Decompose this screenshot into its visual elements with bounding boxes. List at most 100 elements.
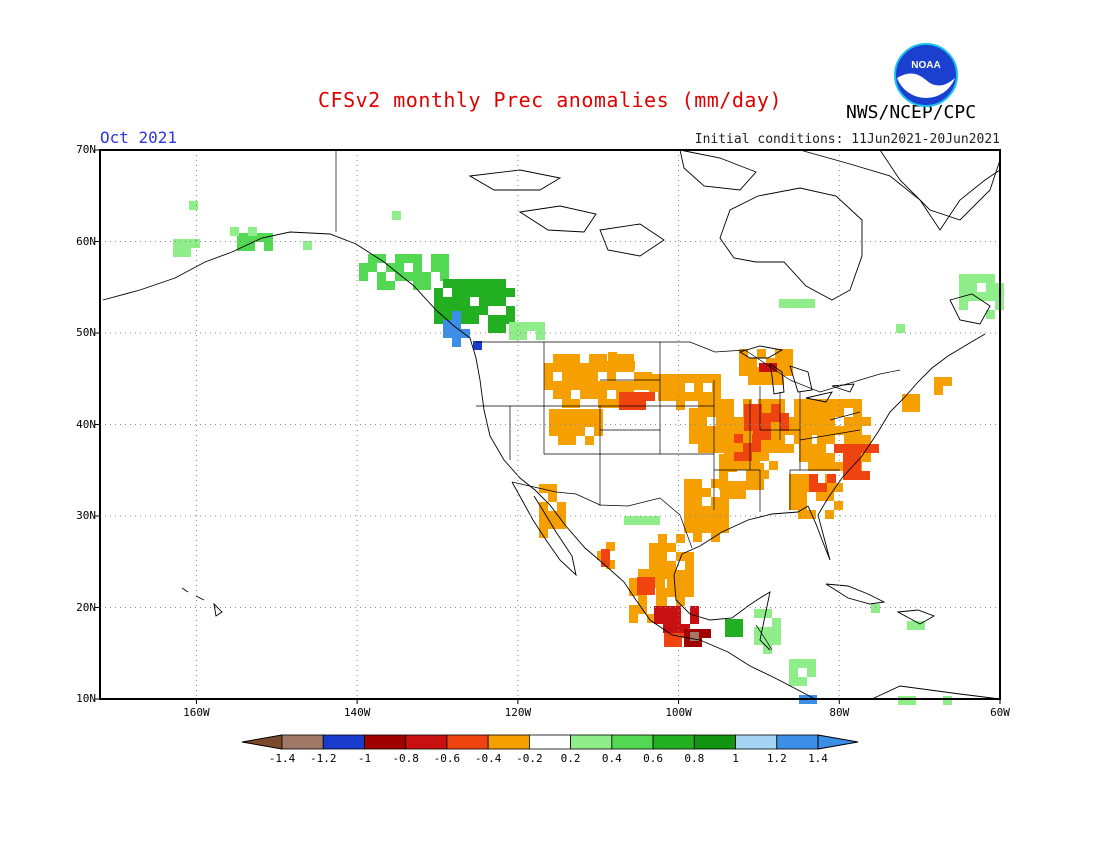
anomaly-cell xyxy=(571,363,580,372)
anomaly-cell xyxy=(625,381,634,390)
anomaly-cell xyxy=(780,422,789,431)
anomaly-cell xyxy=(431,254,440,263)
anomaly-cell xyxy=(443,329,452,338)
anomaly-cell xyxy=(693,524,702,533)
anomaly-cell xyxy=(739,349,748,358)
anomaly-cell xyxy=(789,501,798,510)
anomaly-cell xyxy=(799,444,808,453)
anomaly-cell xyxy=(744,404,753,413)
anomaly-cell xyxy=(772,618,781,627)
anomaly-cell xyxy=(571,372,580,381)
anomaly-cell xyxy=(744,413,753,422)
anomaly-cell xyxy=(719,454,728,463)
coastline-path xyxy=(949,293,991,325)
anomaly-cell xyxy=(719,472,728,481)
anomaly-cell xyxy=(843,471,852,480)
border-path xyxy=(799,429,861,441)
anomaly-cell xyxy=(798,659,807,668)
anomaly-cell xyxy=(870,444,879,453)
anomaly-cell xyxy=(733,443,742,452)
anomaly-cell xyxy=(676,570,685,579)
anomaly-cell xyxy=(728,463,737,472)
anomaly-cell xyxy=(716,444,725,453)
anomaly-cell xyxy=(681,624,690,633)
anomaly-cell xyxy=(794,408,803,417)
anomaly-cell xyxy=(470,288,479,297)
anomaly-cell xyxy=(558,427,567,436)
anomaly-cell xyxy=(173,248,182,257)
anomaly-cell xyxy=(702,488,711,497)
anomaly-cell xyxy=(255,233,264,242)
anomaly-cell xyxy=(694,374,703,383)
coastline-path xyxy=(871,685,1001,700)
colorbar-segment xyxy=(446,734,489,750)
anomaly-cell xyxy=(769,461,778,470)
anomaly-cell xyxy=(488,324,497,333)
colorbar-label: -0.8 xyxy=(392,752,419,765)
anomaly-cell xyxy=(977,274,986,283)
anomaly-cell xyxy=(601,549,610,558)
anomaly-cell xyxy=(452,288,461,297)
anomaly-cell xyxy=(452,311,461,320)
anomaly-cell xyxy=(834,444,843,453)
coastline-path xyxy=(468,169,562,191)
anomaly-cell xyxy=(943,377,952,386)
anomaly-cell xyxy=(816,492,825,501)
anomaly-cell xyxy=(548,520,557,529)
anomaly-cell xyxy=(558,418,567,427)
anomaly-cell xyxy=(658,561,667,570)
anomaly-cell xyxy=(693,638,702,647)
anomaly-cell xyxy=(698,444,707,453)
anomaly-cell xyxy=(452,306,461,315)
anomaly-cell xyxy=(539,520,548,529)
anomaly-cell xyxy=(558,409,567,418)
anomaly-cell xyxy=(789,474,798,483)
anomaly-cell xyxy=(712,392,721,401)
anomaly-cell xyxy=(734,619,743,628)
anomaly-cell xyxy=(634,372,643,381)
anomaly-cell xyxy=(698,435,707,444)
anomaly-cell xyxy=(237,242,246,251)
anomaly-cell xyxy=(784,358,793,367)
anomaly-cell xyxy=(404,272,413,281)
anomaly-cell xyxy=(762,422,771,431)
anomaly-cell xyxy=(862,453,871,462)
anomaly-cell xyxy=(934,386,943,395)
anomaly-cell xyxy=(558,436,567,445)
anomaly-cell xyxy=(557,502,566,511)
anomaly-cell xyxy=(835,408,844,417)
anomaly-cell xyxy=(663,615,672,624)
lat-label: 10N xyxy=(76,692,96,705)
anomaly-cell xyxy=(536,331,545,340)
border-path xyxy=(744,349,901,393)
anomaly-cell xyxy=(788,299,797,308)
anomaly-cell xyxy=(743,452,752,461)
anomaly-cell xyxy=(827,474,836,483)
anomaly-cell xyxy=(548,511,557,520)
anomaly-cell xyxy=(698,426,707,435)
anomaly-cell xyxy=(576,418,585,427)
anomaly-cell xyxy=(843,453,852,462)
anomaly-cell xyxy=(808,444,817,453)
coastline-path xyxy=(518,205,597,233)
colorbar-label: 1.4 xyxy=(808,752,828,765)
anomaly-cell xyxy=(734,417,743,426)
anomaly-cell xyxy=(646,577,655,586)
coastline-path xyxy=(825,583,886,605)
anomaly-cell xyxy=(461,306,470,315)
coastline-path xyxy=(896,609,936,625)
noaa-logo: NOAA xyxy=(894,43,958,107)
anomaly-cell xyxy=(377,272,386,281)
anomaly-cell xyxy=(518,331,527,340)
anomaly-cell xyxy=(763,645,772,654)
borders xyxy=(335,150,901,651)
anomaly-cell xyxy=(479,279,488,288)
anomaly-cell xyxy=(434,288,443,297)
anomaly-cell xyxy=(624,516,633,525)
anomaly-cell xyxy=(775,358,784,367)
anomaly-cell xyxy=(440,254,449,263)
anomaly-cell xyxy=(452,279,461,288)
anomaly-cell xyxy=(826,408,835,417)
anomaly-cell xyxy=(690,632,699,641)
anomaly-cell xyxy=(676,534,685,543)
